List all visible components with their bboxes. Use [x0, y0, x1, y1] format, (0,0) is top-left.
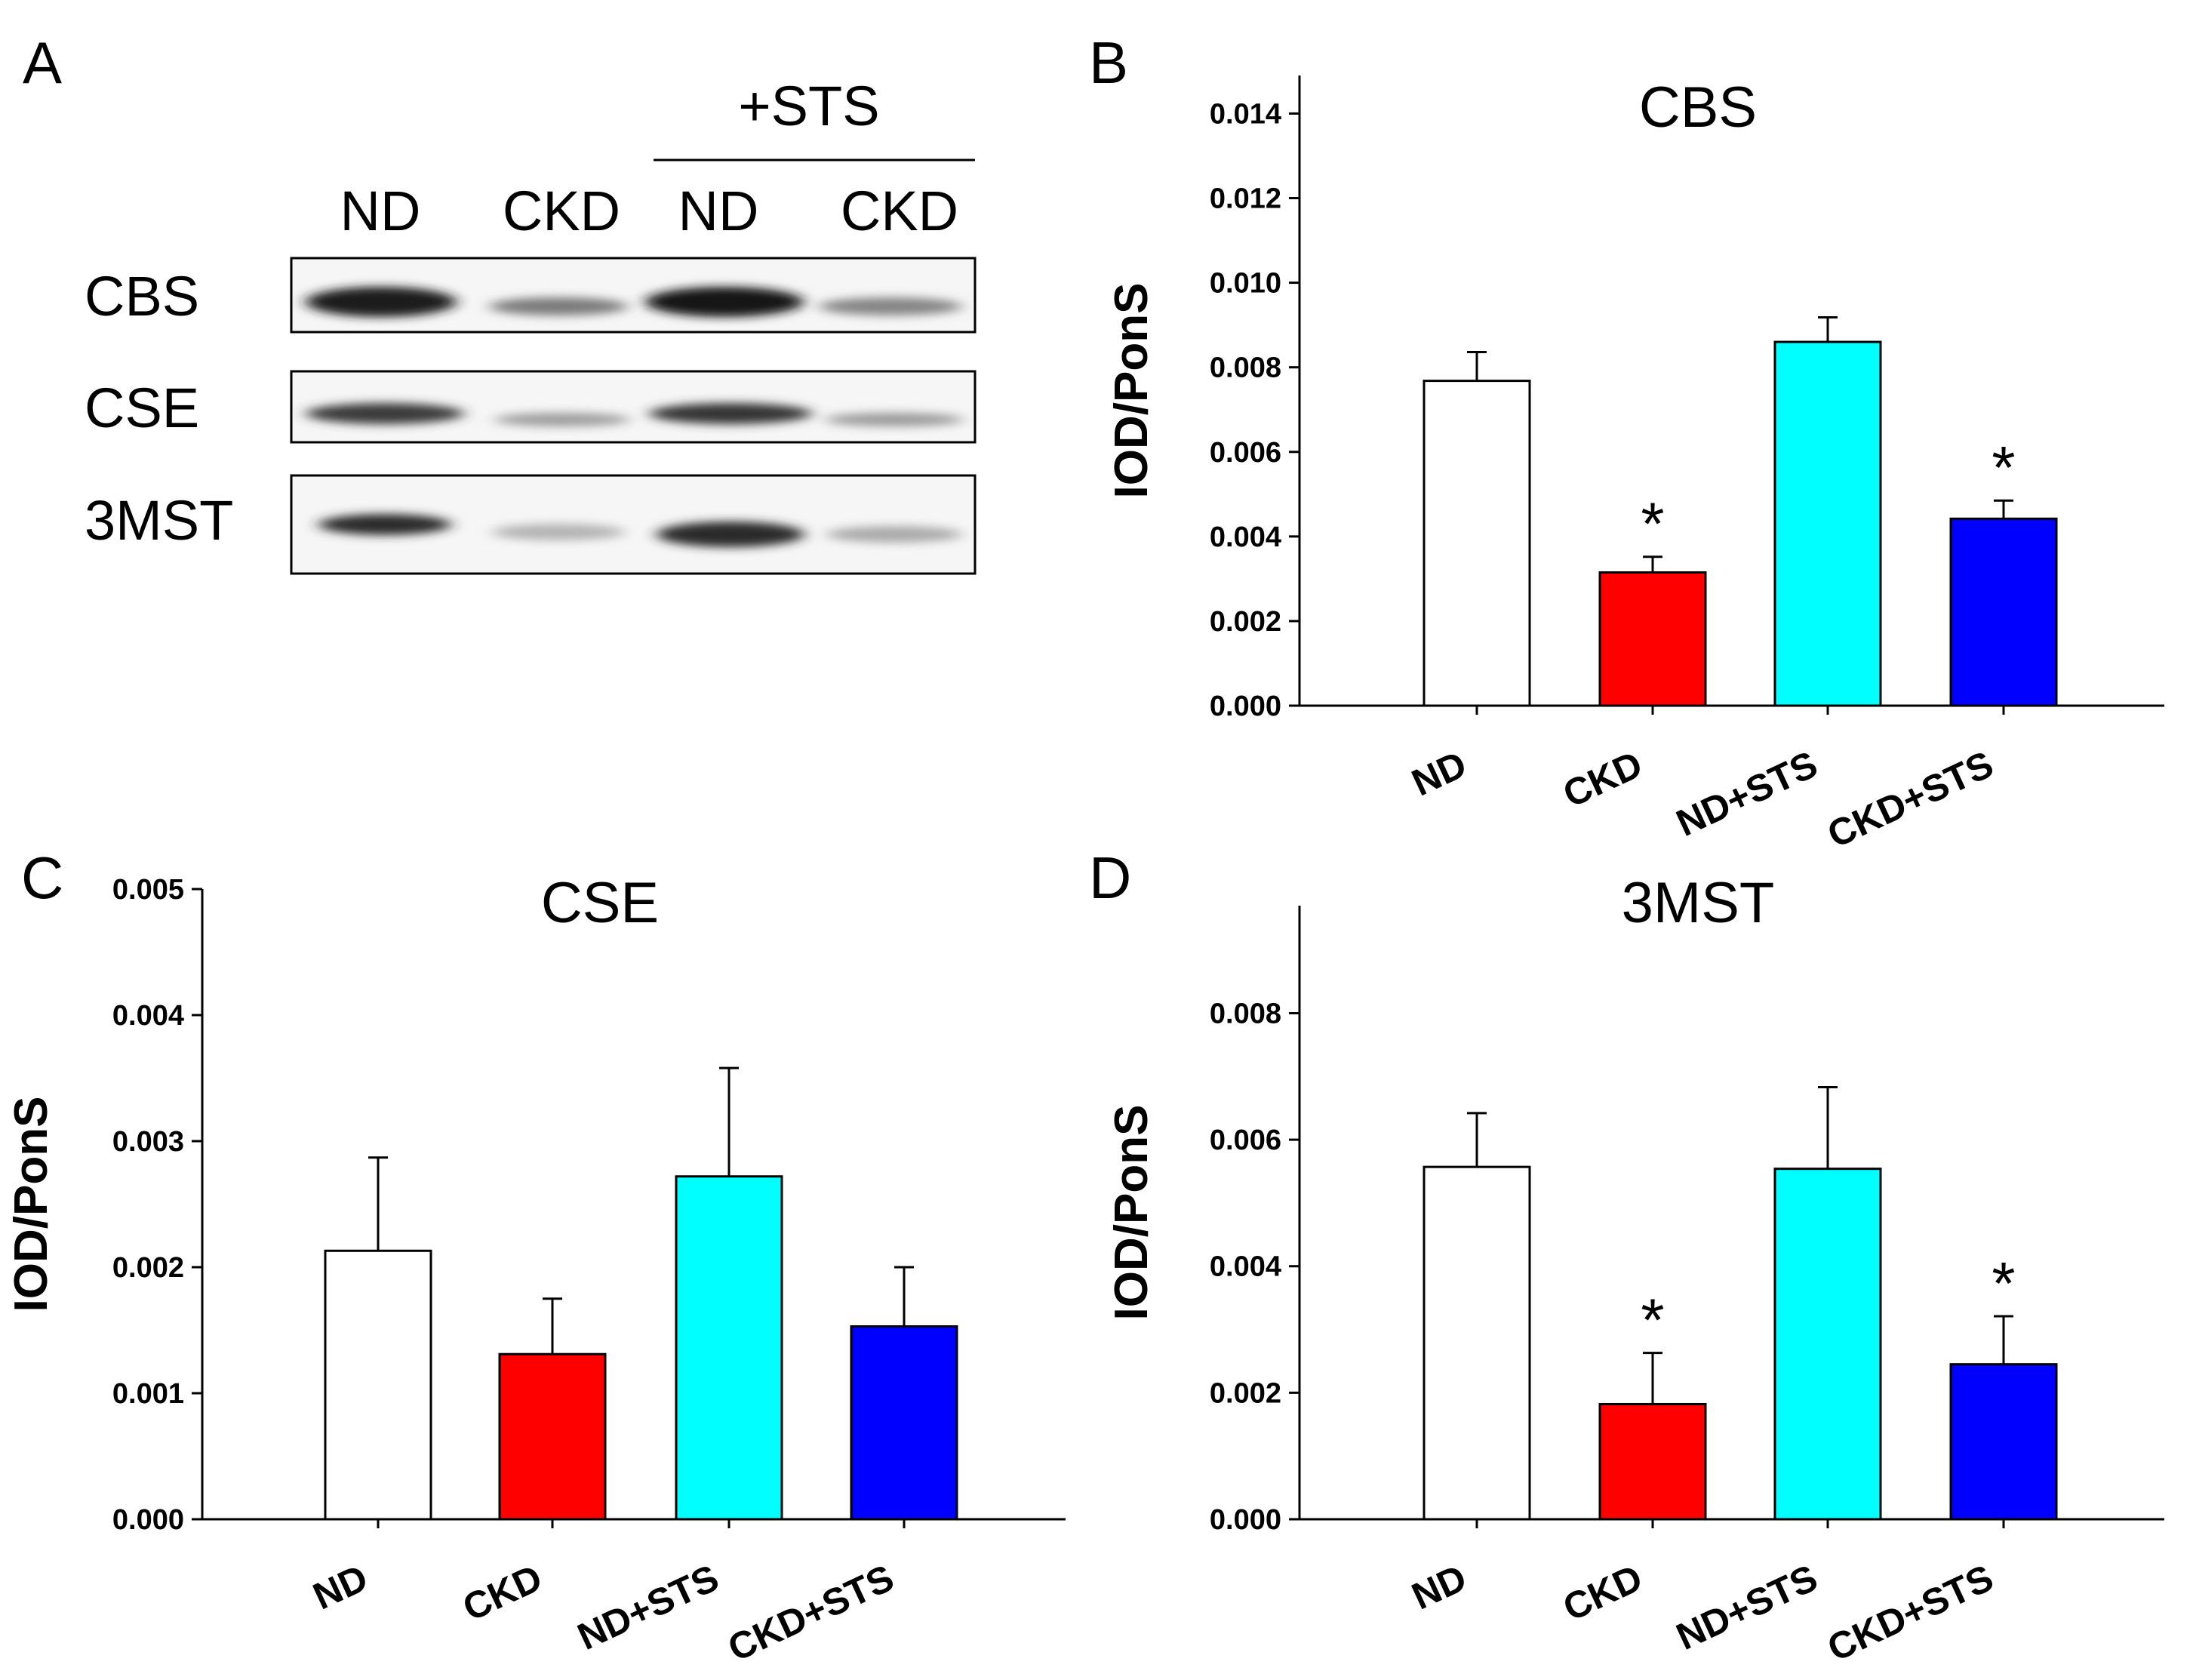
y-tick-label: 0.000: [112, 1504, 184, 1536]
band: [657, 522, 804, 547]
band: [819, 297, 962, 315]
bar-nd-sts: [1773, 1168, 1882, 1521]
blot-strip-cbs: [290, 257, 977, 334]
blot-row-label-3mst: 3MST: [85, 489, 233, 552]
significance-marker: *: [1641, 491, 1664, 558]
panel-c-label: C: [21, 845, 63, 911]
y-tick-label: 0.008: [1210, 352, 1281, 384]
y-tick-label: 0.012: [1210, 183, 1281, 215]
band: [492, 524, 625, 540]
bar-nd: [1423, 380, 1531, 707]
chart-title: 3MST: [1622, 871, 1775, 935]
category-label: ND+STS: [571, 1556, 725, 1658]
bar-ckd: [1598, 571, 1707, 707]
category-label: CKD: [457, 1556, 549, 1629]
lane-label-1: ND: [340, 180, 421, 242]
y-tick-label: 0.001: [112, 1378, 184, 1410]
lane-label-4: CKD: [841, 180, 958, 242]
band: [494, 413, 630, 426]
y-tick-label: 0.004: [1210, 522, 1281, 553]
significance-marker: *: [1992, 1250, 2015, 1317]
band: [825, 413, 964, 426]
panel-a-label: A: [23, 29, 62, 96]
chart-title: CBS: [1639, 75, 1757, 140]
category-label: ND: [1406, 743, 1473, 804]
y-axis-label: IOD/PonS: [1106, 1105, 1158, 1321]
blot-row-label-cbs: CBS: [85, 265, 199, 328]
y-tick-label: 0.014: [1210, 98, 1281, 130]
chart-title: CSE: [541, 871, 659, 935]
y-tick-label: 0.004: [1210, 1251, 1281, 1283]
category-label: CKD+STS: [1821, 743, 1999, 856]
y-tick-label: 0.002: [1210, 606, 1281, 638]
y-tick-label: 0.004: [112, 1000, 184, 1032]
blot-strip-3mst: [290, 474, 977, 575]
blot-row-label-cse: CSE: [85, 377, 199, 439]
panel-d-label: D: [1089, 845, 1131, 911]
significance-marker: *: [1992, 434, 2015, 501]
chart-3mst: 3MST IOD/PonS 0.000 0.002 0.004 0.006 0.008 ND *…: [1106, 871, 2164, 1669]
band: [489, 297, 628, 315]
bar-ckd: [1598, 1402, 1707, 1521]
y-tick-label: 0.002: [1210, 1377, 1281, 1409]
band: [826, 526, 962, 543]
bar-ckd-sts: [850, 1325, 958, 1521]
blot-strip-cse: [290, 370, 977, 444]
band: [306, 287, 457, 317]
sts-label: +STS: [738, 75, 879, 137]
chart-cbs: CBS IOD/PonS 0.000 0.002 0.004 0.006 0.008 0.01…: [1106, 75, 2164, 856]
y-tick-label: 0.002: [112, 1252, 184, 1284]
bar-nd: [324, 1249, 432, 1521]
significance-marker: *: [1641, 1287, 1664, 1354]
chart-cse: CSE IOD/PonS 0.000 0.001 0.002 0.003 0.004 0.00…: [5, 871, 1066, 1669]
band: [645, 287, 804, 317]
y-tick-label: 0.000: [1210, 691, 1281, 722]
bar-nd: [1423, 1165, 1531, 1521]
y-tick-label: 0.006: [1210, 437, 1281, 469]
y-tick-label: 0.010: [1210, 268, 1281, 300]
band: [318, 514, 451, 535]
category-label: CKD: [1557, 1556, 1649, 1629]
y-axis-label: IOD/PonS: [1106, 283, 1158, 499]
band: [306, 403, 464, 424]
category-label: ND+STS: [1670, 1556, 1824, 1658]
bar-nd-sts: [1773, 340, 1882, 707]
bar-ckd-sts: [1949, 1363, 2058, 1521]
bar-nd-sts: [675, 1175, 783, 1521]
category-label: CKD: [1557, 743, 1649, 816]
panel-b-label: B: [1089, 29, 1128, 96]
category-label: CKD+STS: [1821, 1556, 1999, 1669]
bar-ckd-sts: [1949, 517, 2058, 707]
y-tick-label: 0.008: [1210, 998, 1281, 1029]
panel-a: A +STS ND CKD ND CKD CBS CSE 3MST: [23, 29, 977, 575]
y-tick-label: 0.000: [1210, 1504, 1281, 1536]
y-tick-label: 0.003: [112, 1126, 184, 1158]
category-label: ND: [307, 1556, 374, 1617]
category-label: ND: [1406, 1556, 1473, 1617]
category-label: ND+STS: [1670, 743, 1824, 845]
lane-label-3: ND: [678, 180, 759, 242]
lane-label-2: CKD: [503, 180, 620, 242]
y-tick-label: 0.005: [112, 874, 184, 906]
band: [649, 403, 812, 424]
y-tick-label: 0.006: [1210, 1125, 1281, 1156]
bar-ckd: [498, 1352, 607, 1521]
category-label: CKD+STS: [721, 1556, 900, 1669]
y-axis-label: IOD/PonS: [5, 1097, 57, 1312]
